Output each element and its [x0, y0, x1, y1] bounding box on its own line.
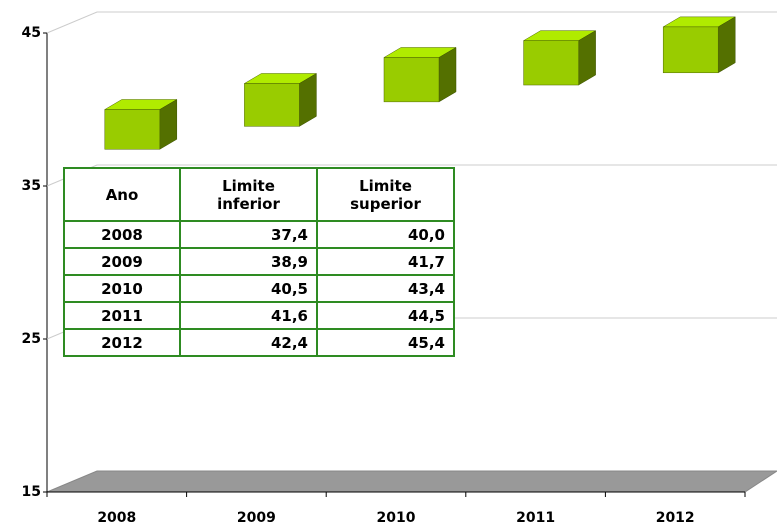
- header-cell: Limite superior: [316, 167, 455, 222]
- table-cell: 43,4: [316, 274, 455, 303]
- table-cell: 44,5: [316, 301, 455, 330]
- y-tick-label: 25: [22, 331, 41, 347]
- series-name: Limite inferior: [217, 176, 280, 213]
- table-row: 2011 41,6 44,5: [63, 301, 455, 330]
- series-name: Limite superior: [350, 176, 421, 213]
- table-cell: 38,9: [179, 247, 318, 276]
- y-tick-label: 35: [22, 178, 41, 194]
- floor: [46, 470, 777, 493]
- x-tick-label: 2010: [377, 510, 416, 526]
- bar: [244, 83, 300, 127]
- table-row: 2010 40,5 43,4: [63, 274, 455, 303]
- bar: [523, 40, 579, 86]
- x-tick-label: 2008: [97, 510, 136, 526]
- table-cell: 2011: [63, 301, 181, 330]
- table-cell: 45,4: [316, 328, 455, 357]
- y-tick-label: 45: [22, 25, 41, 41]
- table-row: 2008 37,4 40,0: [63, 220, 455, 249]
- table-header-row: Ano Limite inferior Limite superior: [63, 167, 455, 222]
- table-cell: 41,6: [179, 301, 318, 330]
- bar: [662, 26, 719, 74]
- bar-side: [717, 16, 736, 74]
- table-cell: 40,0: [316, 220, 455, 249]
- table-cell: 2010: [63, 274, 181, 303]
- table-cell: 42,4: [179, 328, 318, 357]
- header-cell: Limite inferior: [179, 167, 318, 222]
- table-cell: 41,7: [316, 247, 455, 276]
- grid-line: [46, 11, 777, 34]
- table-row: 2012 42,4 45,4: [63, 328, 455, 357]
- table-cell: 2008: [63, 220, 181, 249]
- x-tick-label: 2009: [237, 510, 276, 526]
- data-table: Ano Limite inferior Limite superior 2008…: [63, 167, 455, 357]
- y-tick-label: 15: [22, 484, 41, 500]
- table-row: 2009 38,9 41,7: [63, 247, 455, 276]
- bar: [104, 109, 161, 150]
- table-cell: 2009: [63, 247, 181, 276]
- table-cell: 37,4: [179, 220, 318, 249]
- table-cell: 40,5: [179, 274, 318, 303]
- x-tick-label: 2011: [516, 510, 555, 526]
- table-cell: 2012: [63, 328, 181, 357]
- x-tick-label: 2012: [656, 510, 695, 526]
- bar: [383, 57, 440, 103]
- header-cell: Ano: [63, 167, 181, 222]
